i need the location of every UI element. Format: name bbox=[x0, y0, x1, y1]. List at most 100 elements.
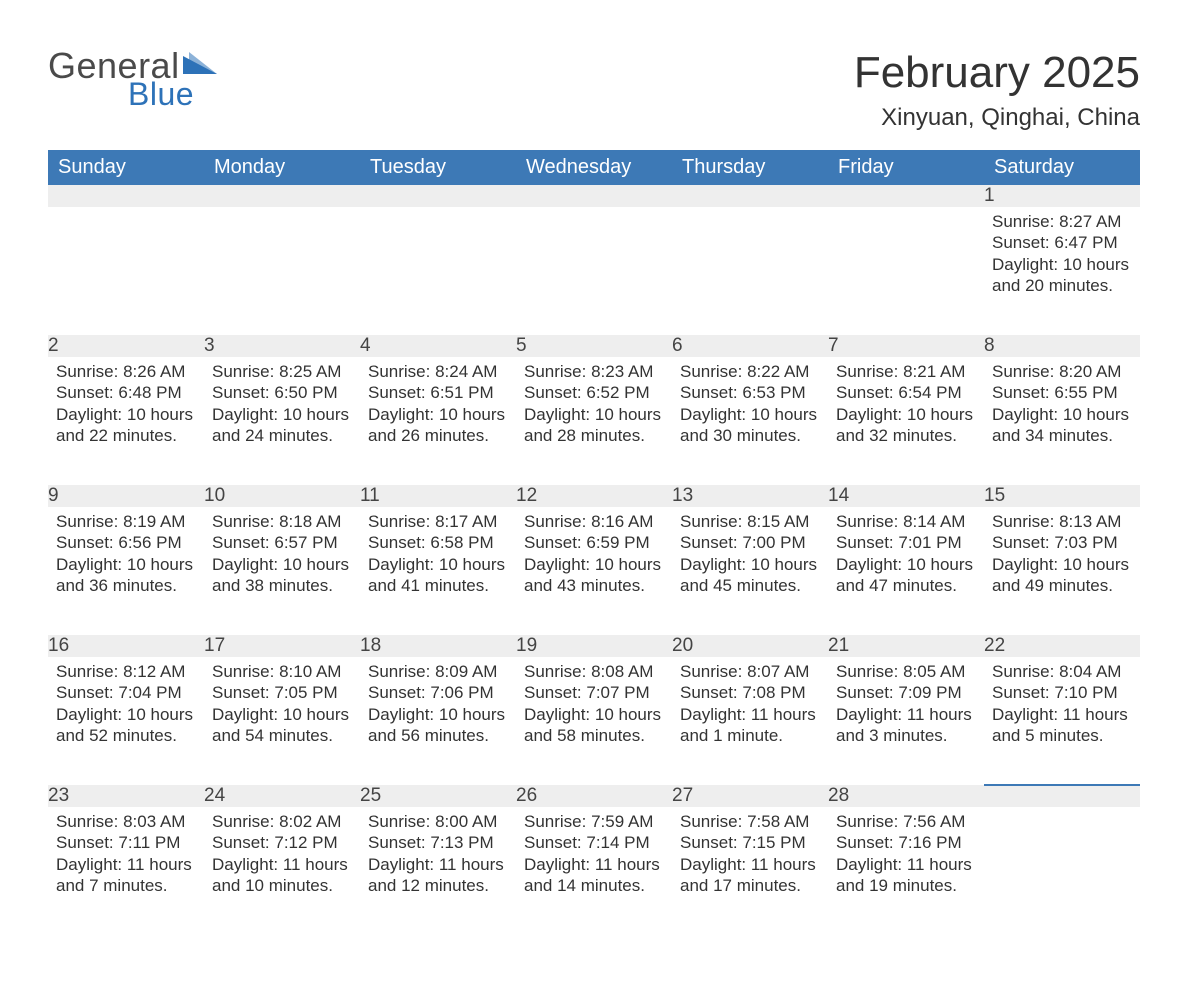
sunset-text: Sunset: 6:55 PM bbox=[992, 382, 1132, 403]
week-data-row: Sunrise: 8:12 AMSunset: 7:04 PMDaylight:… bbox=[48, 657, 1140, 785]
day-number: 14 bbox=[828, 485, 984, 507]
daylight-text: Daylight: 11 hours and 19 minutes. bbox=[836, 854, 976, 897]
empty-day-cell bbox=[984, 807, 1140, 935]
sunrise-text: Sunrise: 7:58 AM bbox=[680, 811, 820, 832]
day-number: 26 bbox=[516, 785, 672, 807]
daylight-text: Daylight: 11 hours and 7 minutes. bbox=[56, 854, 196, 897]
sunrise-text: Sunrise: 8:05 AM bbox=[836, 661, 976, 682]
day-header: Tuesday bbox=[360, 150, 516, 185]
sunrise-text: Sunrise: 8:14 AM bbox=[836, 511, 976, 532]
daylight-text: Daylight: 10 hours and 36 minutes. bbox=[56, 554, 196, 597]
empty-day-cell bbox=[672, 207, 828, 335]
day-number: 3 bbox=[204, 335, 360, 357]
empty-day-number bbox=[360, 185, 516, 207]
day-cell: Sunrise: 8:17 AMSunset: 6:58 PMDaylight:… bbox=[360, 507, 516, 635]
day-cell: Sunrise: 8:13 AMSunset: 7:03 PMDaylight:… bbox=[984, 507, 1140, 635]
day-number: 2 bbox=[48, 335, 204, 357]
day-data: Sunrise: 8:09 AMSunset: 7:06 PMDaylight:… bbox=[360, 657, 516, 754]
sunrise-text: Sunrise: 8:26 AM bbox=[56, 361, 196, 382]
day-cell: Sunrise: 8:05 AMSunset: 7:09 PMDaylight:… bbox=[828, 657, 984, 785]
day-cell: Sunrise: 8:25 AMSunset: 6:50 PMDaylight:… bbox=[204, 357, 360, 485]
daylight-text: Daylight: 10 hours and 34 minutes. bbox=[992, 404, 1132, 447]
sunrise-text: Sunrise: 8:16 AM bbox=[524, 511, 664, 532]
sunset-text: Sunset: 6:50 PM bbox=[212, 382, 352, 403]
sunset-text: Sunset: 7:05 PM bbox=[212, 682, 352, 703]
day-cell: Sunrise: 8:08 AMSunset: 7:07 PMDaylight:… bbox=[516, 657, 672, 785]
day-number: 24 bbox=[204, 785, 360, 807]
daylight-text: Daylight: 10 hours and 43 minutes. bbox=[524, 554, 664, 597]
day-number: 9 bbox=[48, 485, 204, 507]
day-data: Sunrise: 8:17 AMSunset: 6:58 PMDaylight:… bbox=[360, 507, 516, 604]
daylight-text: Daylight: 10 hours and 38 minutes. bbox=[212, 554, 352, 597]
day-cell: Sunrise: 7:59 AMSunset: 7:14 PMDaylight:… bbox=[516, 807, 672, 935]
day-number: 27 bbox=[672, 785, 828, 807]
daylight-text: Daylight: 10 hours and 45 minutes. bbox=[680, 554, 820, 597]
daylight-text: Daylight: 11 hours and 3 minutes. bbox=[836, 704, 976, 747]
sunrise-text: Sunrise: 8:13 AM bbox=[992, 511, 1132, 532]
day-data: Sunrise: 8:21 AMSunset: 6:54 PMDaylight:… bbox=[828, 357, 984, 454]
daylight-text: Daylight: 10 hours and 52 minutes. bbox=[56, 704, 196, 747]
sunset-text: Sunset: 7:15 PM bbox=[680, 832, 820, 853]
day-data: Sunrise: 8:22 AMSunset: 6:53 PMDaylight:… bbox=[672, 357, 828, 454]
calendar-table: SundayMondayTuesdayWednesdayThursdayFrid… bbox=[48, 150, 1140, 935]
logo-word2: Blue bbox=[128, 78, 217, 110]
daylight-text: Daylight: 10 hours and 32 minutes. bbox=[836, 404, 976, 447]
sunset-text: Sunset: 6:57 PM bbox=[212, 532, 352, 553]
sunrise-text: Sunrise: 8:10 AM bbox=[212, 661, 352, 682]
day-data: Sunrise: 7:59 AMSunset: 7:14 PMDaylight:… bbox=[516, 807, 672, 904]
sunset-text: Sunset: 6:52 PM bbox=[524, 382, 664, 403]
daylight-text: Daylight: 11 hours and 17 minutes. bbox=[680, 854, 820, 897]
sunrise-text: Sunrise: 8:02 AM bbox=[212, 811, 352, 832]
page: General Blue February 2025 Xinyuan, Qing… bbox=[0, 0, 1188, 983]
sunrise-text: Sunrise: 7:59 AM bbox=[524, 811, 664, 832]
sunrise-text: Sunrise: 8:07 AM bbox=[680, 661, 820, 682]
week-number-row: 9101112131415 bbox=[48, 485, 1140, 507]
day-cell: Sunrise: 8:15 AMSunset: 7:00 PMDaylight:… bbox=[672, 507, 828, 635]
sunset-text: Sunset: 7:09 PM bbox=[836, 682, 976, 703]
location: Xinyuan, Qinghai, China bbox=[854, 104, 1140, 132]
day-cell: Sunrise: 8:12 AMSunset: 7:04 PMDaylight:… bbox=[48, 657, 204, 785]
sunrise-text: Sunrise: 8:04 AM bbox=[992, 661, 1132, 682]
day-cell: Sunrise: 8:20 AMSunset: 6:55 PMDaylight:… bbox=[984, 357, 1140, 485]
day-cell: Sunrise: 8:23 AMSunset: 6:52 PMDaylight:… bbox=[516, 357, 672, 485]
week-data-row: Sunrise: 8:03 AMSunset: 7:11 PMDaylight:… bbox=[48, 807, 1140, 935]
week-data-row: Sunrise: 8:19 AMSunset: 6:56 PMDaylight:… bbox=[48, 507, 1140, 635]
day-cell: Sunrise: 8:02 AMSunset: 7:12 PMDaylight:… bbox=[204, 807, 360, 935]
day-header: Thursday bbox=[672, 150, 828, 185]
daylight-text: Daylight: 10 hours and 26 minutes. bbox=[368, 404, 508, 447]
sunrise-text: Sunrise: 8:21 AM bbox=[836, 361, 976, 382]
daylight-text: Daylight: 10 hours and 30 minutes. bbox=[680, 404, 820, 447]
day-cell: Sunrise: 8:14 AMSunset: 7:01 PMDaylight:… bbox=[828, 507, 984, 635]
day-data: Sunrise: 8:14 AMSunset: 7:01 PMDaylight:… bbox=[828, 507, 984, 604]
logo-triangle-icon bbox=[183, 52, 217, 78]
day-data: Sunrise: 8:04 AMSunset: 7:10 PMDaylight:… bbox=[984, 657, 1140, 754]
sunrise-text: Sunrise: 7:56 AM bbox=[836, 811, 976, 832]
day-cell: Sunrise: 8:04 AMSunset: 7:10 PMDaylight:… bbox=[984, 657, 1140, 785]
day-number: 6 bbox=[672, 335, 828, 357]
sunrise-text: Sunrise: 8:15 AM bbox=[680, 511, 820, 532]
day-number: 21 bbox=[828, 635, 984, 657]
daylight-text: Daylight: 11 hours and 1 minute. bbox=[680, 704, 820, 747]
sunrise-text: Sunrise: 8:24 AM bbox=[368, 361, 508, 382]
empty-day-number bbox=[984, 785, 1140, 807]
day-number: 17 bbox=[204, 635, 360, 657]
week-data-row: Sunrise: 8:26 AMSunset: 6:48 PMDaylight:… bbox=[48, 357, 1140, 485]
day-number: 15 bbox=[984, 485, 1140, 507]
sunset-text: Sunset: 7:13 PM bbox=[368, 832, 508, 853]
sunset-text: Sunset: 7:12 PM bbox=[212, 832, 352, 853]
day-cell: Sunrise: 8:27 AMSunset: 6:47 PMDaylight:… bbox=[984, 207, 1140, 335]
day-data: Sunrise: 8:07 AMSunset: 7:08 PMDaylight:… bbox=[672, 657, 828, 754]
week-data-row: Sunrise: 8:27 AMSunset: 6:47 PMDaylight:… bbox=[48, 207, 1140, 335]
day-data: Sunrise: 8:08 AMSunset: 7:07 PMDaylight:… bbox=[516, 657, 672, 754]
day-cell: Sunrise: 8:18 AMSunset: 6:57 PMDaylight:… bbox=[204, 507, 360, 635]
daylight-text: Daylight: 10 hours and 41 minutes. bbox=[368, 554, 508, 597]
empty-day-number bbox=[204, 185, 360, 207]
empty-day-cell bbox=[360, 207, 516, 335]
day-data: Sunrise: 8:02 AMSunset: 7:12 PMDaylight:… bbox=[204, 807, 360, 904]
sunrise-text: Sunrise: 8:17 AM bbox=[368, 511, 508, 532]
daylight-text: Daylight: 10 hours and 24 minutes. bbox=[212, 404, 352, 447]
day-data: Sunrise: 8:03 AMSunset: 7:11 PMDaylight:… bbox=[48, 807, 204, 904]
day-number: 18 bbox=[360, 635, 516, 657]
day-data: Sunrise: 8:16 AMSunset: 6:59 PMDaylight:… bbox=[516, 507, 672, 604]
sunrise-text: Sunrise: 8:22 AM bbox=[680, 361, 820, 382]
